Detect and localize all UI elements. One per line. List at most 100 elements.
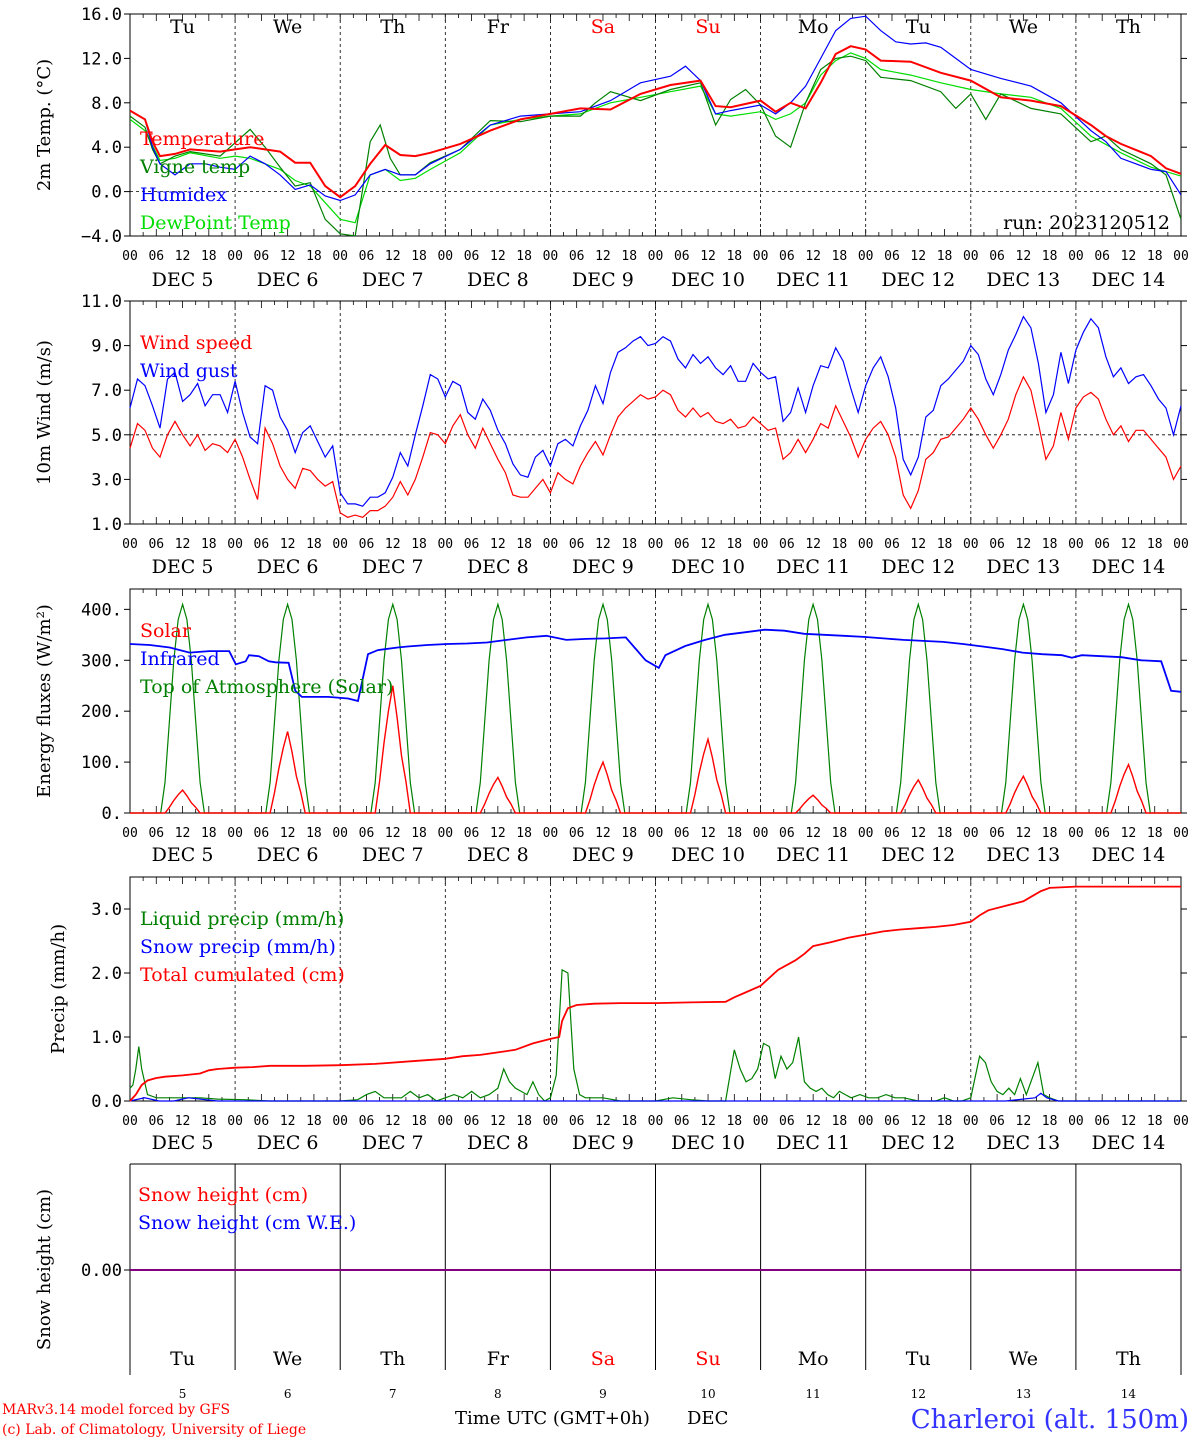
date-label: DEC 7: [362, 556, 424, 578]
hour-tick-label: 00: [227, 826, 243, 841]
weekday-label: Tu: [906, 16, 931, 38]
hour-tick-label: 06: [569, 1114, 585, 1129]
date-label: DEC 9: [572, 269, 634, 291]
y-tick-label: 16.0: [81, 5, 122, 25]
date-label: DEC 11: [776, 556, 850, 578]
hour-tick-label: 06: [569, 537, 585, 552]
lab-credit: (c) Lab. of Climatology, University of L…: [2, 1422, 306, 1438]
hour-tick-label: 00: [858, 826, 874, 841]
hour-tick-label: 06: [779, 826, 795, 841]
hour-tick-label: 12: [1016, 826, 1032, 841]
date-label: DEC 11: [776, 1132, 850, 1154]
hour-tick-label: 18: [832, 826, 848, 841]
series-snow-precip: [129, 1092, 1181, 1102]
date-label: DEC 8: [467, 844, 529, 866]
hour-tick-label: 06: [884, 1114, 900, 1129]
hour-tick-label: 18: [516, 1114, 532, 1129]
hour-tick-label: 18: [621, 537, 637, 552]
weekday-label: We: [273, 16, 302, 38]
hour-tick-label: 12: [490, 1114, 506, 1129]
date-label: DEC 6: [257, 269, 319, 291]
weekday-label: Tu: [170, 1348, 195, 1370]
hour-tick-label: 18: [306, 249, 322, 264]
day-number: 9: [599, 1387, 607, 1401]
date-label: DEC 9: [572, 844, 634, 866]
hour-tick-label: 06: [464, 249, 480, 264]
date-label: DEC 11: [776, 269, 850, 291]
time-axis-label: Time UTC (GMT+0h): [455, 1408, 650, 1429]
hour-tick-label: 12: [385, 249, 401, 264]
legend-entry: DewPoint Temp: [140, 212, 291, 234]
hour-tick-label: 18: [201, 826, 217, 841]
legend-entry: Snow height (cm W.E.): [138, 1212, 356, 1234]
hour-tick-label: 18: [201, 1114, 217, 1129]
hour-tick-label: 06: [148, 537, 164, 552]
hour-tick-label: 12: [700, 249, 716, 264]
hour-tick-label: 12: [805, 249, 821, 264]
legend-entry: Temperature: [140, 128, 264, 150]
hour-tick-label: 00: [648, 537, 664, 552]
hour-tick-label: 12: [385, 1114, 401, 1129]
hour-tick-label: 00: [1173, 249, 1189, 264]
hour-tick-label: 06: [1094, 1114, 1110, 1129]
weekday-label: Fr: [487, 16, 510, 38]
hour-tick-label: 12: [490, 537, 506, 552]
hour-tick-label: 06: [359, 1114, 375, 1129]
y-axis-title: 2m Temp. (°C): [34, 59, 55, 191]
hour-tick-label: 06: [359, 826, 375, 841]
weekday-label: Mo: [798, 1348, 829, 1370]
y-tick-label: 3.0: [91, 900, 122, 920]
hour-tick-label: 18: [1147, 249, 1163, 264]
y-tick-label: 0.0: [91, 1092, 122, 1112]
hour-tick-label: 00: [122, 537, 138, 552]
weekday-label: Th: [380, 1348, 405, 1370]
day-number: 5: [179, 1387, 187, 1401]
hour-tick-label: 12: [1016, 1114, 1032, 1129]
y-tick-label: 5.0: [91, 426, 122, 446]
y-tick-label: 0.0: [91, 183, 122, 203]
temperature-panel: 16.0 12.0 8.0 4.0 0.0 −4.0 2m Temp. (°C) Tu We Th…: [34, 5, 1189, 291]
series-total-cumulated: [129, 885, 1181, 1102]
hour-tick-label: 18: [621, 249, 637, 264]
hour-tick-label: 00: [1068, 249, 1084, 264]
hour-tick-label: 12: [595, 826, 611, 841]
hour-tick-label: 12: [175, 537, 191, 552]
hour-tick-label: 18: [411, 537, 427, 552]
y-tick-label: 100.: [81, 753, 122, 773]
hour-tick-label: 18: [411, 826, 427, 841]
hour-tick-label: 00: [753, 826, 769, 841]
y-tick-label: 1.0: [91, 1028, 122, 1048]
hour-tick-label: 00: [437, 249, 453, 264]
legend-entry: Snow precip (mm/h): [140, 936, 336, 958]
hour-tick-label: 00: [332, 249, 348, 264]
hour-tick-label: 06: [254, 1114, 270, 1129]
y-tick-label: 300.: [81, 651, 122, 671]
hour-tick-label: 06: [674, 249, 690, 264]
hour-tick-label: 18: [411, 1114, 427, 1129]
hour-tick-label: 06: [779, 249, 795, 264]
legend-entry: Humidex: [140, 184, 227, 206]
hour-tick-label: 18: [621, 826, 637, 841]
hour-tick-label: 06: [884, 826, 900, 841]
weekday-label: Sa: [591, 1348, 615, 1370]
hour-tick-label: 06: [674, 1114, 690, 1129]
date-label: DEC 10: [671, 556, 745, 578]
hour-tick-label: 18: [306, 537, 322, 552]
date-label: DEC 13: [986, 556, 1060, 578]
hour-tick-label: 06: [254, 249, 270, 264]
plot-frame: [129, 300, 1182, 525]
date-label: DEC 14: [1092, 556, 1166, 578]
hour-tick-label: 12: [910, 249, 926, 264]
hour-tick-label: 18: [1042, 537, 1058, 552]
date-label: DEC 9: [572, 556, 634, 578]
hour-tick-label: 00: [858, 537, 874, 552]
hour-tick-label: 06: [989, 1114, 1005, 1129]
hour-tick-label: 00: [753, 537, 769, 552]
date-label: DEC 10: [671, 269, 745, 291]
hour-tick-label: 18: [937, 537, 953, 552]
hour-tick-label: 06: [148, 826, 164, 841]
y-tick-label: 400.: [81, 600, 122, 620]
hour-tick-label: 18: [937, 826, 953, 841]
date-label: DEC 12: [881, 556, 955, 578]
